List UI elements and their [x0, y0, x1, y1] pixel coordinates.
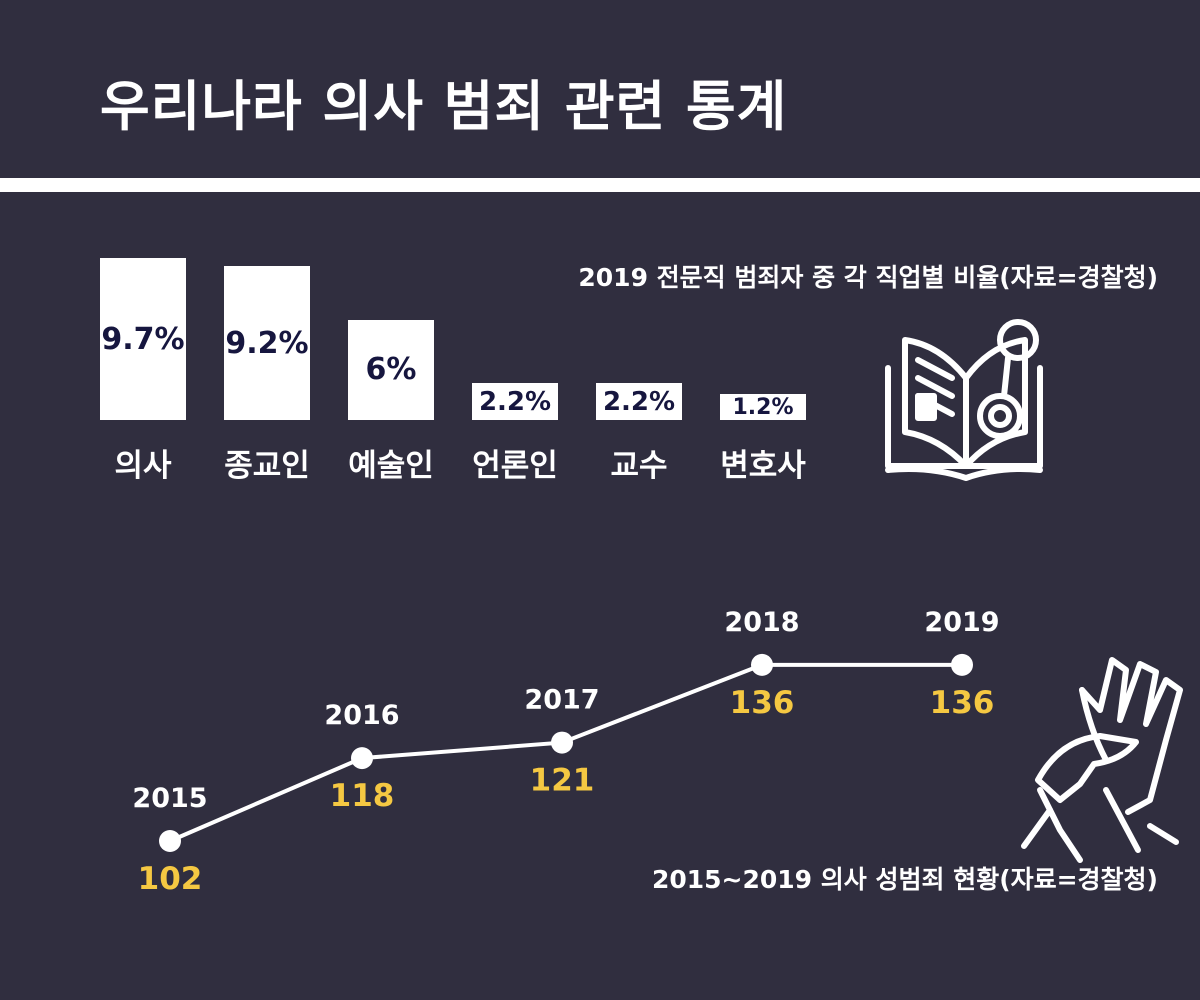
- year-label: 2019: [924, 607, 999, 638]
- grabbing-hands-icon: [1021, 657, 1183, 863]
- bar-category-label: 의사: [114, 448, 172, 484]
- book-handcuffs-icon: [885, 319, 1043, 481]
- bar-value-label: 1.2%: [732, 394, 794, 420]
- line-point: [751, 653, 773, 676]
- bar-category-label: 언론인: [472, 448, 558, 484]
- year-label: 2017: [524, 685, 599, 716]
- bar-category-label: 예술인: [348, 448, 434, 484]
- bar-종교인: 9.2%: [224, 266, 310, 420]
- year-label: 2018: [724, 607, 799, 638]
- bar-value-label: 2.2%: [478, 386, 552, 417]
- line-point: [351, 747, 373, 770]
- line-chart-title: 2015~2019 의사 성범죄 현황(자료=경찰청): [651, 865, 1158, 894]
- bar-value-label: 9.2%: [225, 325, 309, 361]
- value-label: 102: [138, 861, 203, 897]
- bar-chart-title: 2019 전문직 범죄자 중 각 직업별 비율(자료=경찰청): [578, 263, 1158, 292]
- bar-value-label: 9.7%: [101, 321, 185, 357]
- page-title: 우리나라 의사 범죄 관련 통계: [100, 75, 788, 138]
- line-point: [551, 731, 573, 754]
- bar-category-label: 종교인: [224, 448, 310, 484]
- value-label: 121: [530, 763, 595, 799]
- value-label: 136: [930, 685, 995, 721]
- year-label: 2015: [132, 783, 207, 814]
- bar-예술인: 6%: [348, 319, 434, 420]
- bar-의사: 9.7%: [100, 258, 186, 420]
- bar-언론인: 2.2%: [472, 383, 558, 420]
- bar-value-label: 2.2%: [602, 386, 676, 417]
- bar-교수: 2.2%: [596, 383, 682, 420]
- header-divider: [0, 178, 1200, 192]
- value-label: 136: [730, 685, 795, 721]
- bar-category-label: 변호사: [720, 448, 806, 484]
- bar-category-label: 교수: [610, 448, 668, 484]
- bar-value-label: 6%: [365, 352, 417, 388]
- line-point: [159, 830, 181, 852]
- value-label: 118: [330, 778, 395, 814]
- bar-변호사: 1.2%: [720, 394, 806, 420]
- line-point: [951, 653, 973, 676]
- year-label: 2016: [324, 700, 399, 731]
